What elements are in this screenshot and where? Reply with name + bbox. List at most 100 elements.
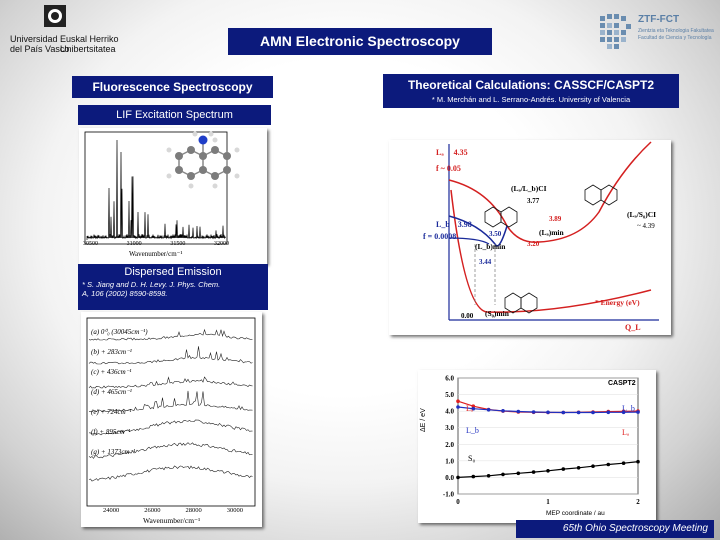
pes-la-energy: 4.35 xyxy=(453,148,468,157)
dispersed-emission-plot xyxy=(86,317,256,507)
pes-s0-min-label: (S₀)min xyxy=(485,309,509,318)
pes-ci2-energy: ~ 4.39 xyxy=(637,222,655,230)
reference-line-2: A, 106 (2002) 8590-8598. xyxy=(82,289,168,298)
fluorescence-heading-text: Fluorescence Spectroscopy xyxy=(92,80,253,94)
pes-curves xyxy=(448,141,659,321)
theory-heading: Theoretical Calculations: CASSCF/CASPT2 … xyxy=(383,74,679,108)
trace-label: (e) + 724cm⁻¹ xyxy=(91,408,132,416)
s0-curve xyxy=(450,189,652,313)
dispersed-emission-figure: (a) 0⁰₀ (30045cm⁻¹) (b) + 283cm⁻¹ (c) + … xyxy=(81,312,262,527)
mep-series-lb-point xyxy=(546,410,550,415)
mep-series-s0-point xyxy=(546,469,550,473)
pes-la-min-energy: 3.20 xyxy=(527,240,540,248)
pes-lb-label: L_b xyxy=(436,220,450,229)
pes-la-min-label: (Lₐ)min xyxy=(539,228,564,237)
mep-series-s0-point xyxy=(516,471,521,476)
trace-label: (a) 0⁰₀ (30045cm⁻¹) xyxy=(91,328,148,336)
theory-authors: * M. Merchán and L. Serrano-Andrés. Univ… xyxy=(431,95,631,104)
mep-y-tick-label: 3.0 xyxy=(445,424,454,432)
mep-series-s0-point xyxy=(456,475,460,480)
lif-tick-label: 32000 xyxy=(213,241,229,247)
mep-x-axis-label: MEP coordinate / au xyxy=(546,510,605,517)
faculty-line-1: Zientzia eta Teknologia Fakultatea xyxy=(638,28,714,34)
pes-f-upper: f ~ 0.05 xyxy=(436,164,461,173)
mep-la-left-label: Lₐ xyxy=(466,404,474,413)
mep-series-lb-point xyxy=(516,409,521,414)
footer-banner: 65th Ohio Spectroscopy Meeting xyxy=(516,520,714,538)
lif-spectrum-plot xyxy=(84,131,240,245)
mep-y-tick-label: 2.0 xyxy=(445,441,454,449)
mep-y-tick-label: 0.0 xyxy=(445,474,454,482)
mep-la-right-label: Lₐ xyxy=(622,428,630,437)
faculty-name: ZTF-FCT xyxy=(638,14,680,25)
mep-series-lb-point xyxy=(576,410,581,415)
lif-heading: LIF Excitation Spectrum xyxy=(78,105,271,125)
emission-trace xyxy=(88,346,253,365)
mep-series-s0-point xyxy=(561,467,566,471)
mep-series-s0-point xyxy=(471,474,476,479)
mep-plot-frame xyxy=(457,377,639,495)
faculty-line-2: Facultad de Ciencia y Tecnología xyxy=(638,35,712,41)
footer-text: 65th Ohio Spectroscopy Meeting xyxy=(562,523,708,534)
mep-series-s0-point xyxy=(591,464,595,468)
emission-trace xyxy=(88,328,253,341)
pes-lb-energy: 3.98 xyxy=(457,220,472,229)
emission-trace xyxy=(88,376,253,389)
mep-series-s0-point xyxy=(606,462,611,467)
mep-series-lb-point xyxy=(531,410,536,414)
mep-y-tick-label: 4.0 xyxy=(445,408,454,416)
emission-trace xyxy=(88,465,253,482)
mep-y-tick-label: 6.0 xyxy=(445,375,454,383)
mep-chart: 6.0 5.0 4.0 3.0 2.0 1.0 0.0 -1.0 0 1 2 ΔE / eV CA… xyxy=(418,370,656,523)
mep-x-tick-label: 1 xyxy=(546,498,550,506)
mep-series-s0-point xyxy=(636,459,640,464)
mep-x-tick-label: 0 xyxy=(456,498,460,506)
university-logo: Universidad del País Vasco Euskal Herrik… xyxy=(8,4,119,62)
logo-line-4: Unibertsitatea xyxy=(60,44,116,54)
logo-line-2: del País Vasco xyxy=(10,44,70,54)
faculty-logo: ZTF-FCT Zientzia eta Teknologia Fakultat… xyxy=(598,10,716,58)
lif-x-axis-label: Wavenumber/cm⁻¹ xyxy=(129,250,183,258)
dispersed-heading: Dispersed Emission * S. Jiang and D. H. … xyxy=(78,264,268,310)
dispersed-heading-text: Dispersed Emission xyxy=(124,266,222,278)
pes-344-value: 3.44 xyxy=(479,258,492,266)
mep-series-lb-point xyxy=(606,410,611,415)
pes-s0-energy: 0.00 xyxy=(461,312,474,320)
pes-axis-label: Q_L xyxy=(625,323,641,332)
trace-label: (d) + 465cm⁻¹ xyxy=(91,388,132,396)
pes-ci2-label: (Lₐ/S₀)CI xyxy=(627,210,657,219)
trace-label: (g) + 1373cm⁻¹ xyxy=(91,448,136,456)
mep-series-s0-point xyxy=(531,470,536,474)
mep-series-lb-point xyxy=(561,410,566,415)
dispersed-x-axis-label: Wavenumber/cm⁻¹ xyxy=(143,516,201,525)
la-curve xyxy=(448,141,652,243)
mep-y-tick-label: 5.0 xyxy=(445,391,454,399)
page-title: AMN Electronic Spectroscopy xyxy=(228,28,492,55)
emission-trace xyxy=(88,442,253,459)
trace-label: (c) + 436cm⁻¹ xyxy=(91,368,132,376)
mep-series-lb-point xyxy=(471,406,476,411)
lif-tick-label: 31500 xyxy=(170,241,186,247)
reference-line-1: * S. Jiang and D. H. Levy. J. Phys. Chem… xyxy=(82,280,221,289)
mep-series-s0-point xyxy=(501,472,505,477)
mep-series-s0-point xyxy=(576,466,581,470)
pes-lb-min-label: (L_b)min xyxy=(475,242,506,251)
mep-series-la-point xyxy=(456,399,460,403)
molecule-structure-icon xyxy=(484,184,618,314)
lif-spectrum-figure: 30500 31000 31500 32000 Wavenumber/cm⁻¹ xyxy=(79,128,267,264)
mep-lb-right-label: L_b xyxy=(622,404,635,413)
mep-series-la-point xyxy=(471,404,476,408)
pes-ci1-label: (Lₐ/L_b)CI xyxy=(511,184,547,193)
mep-series-lb-point xyxy=(501,409,505,413)
logo-line-3: Euskal Herriko xyxy=(60,34,119,44)
pes-lb-min-energy: 3.50 xyxy=(489,230,502,238)
lif-spectrum-trace xyxy=(86,139,226,240)
mep-chart-title: CASPT2 xyxy=(608,380,636,387)
lif-tick-label: 31000 xyxy=(126,241,142,247)
dispersed-tick-label: 26000 xyxy=(144,507,161,514)
mep-chart-svg: 6.0 5.0 4.0 3.0 2.0 1.0 0.0 -1.0 0 1 2 xyxy=(443,375,640,507)
mep-series-lb-point xyxy=(591,410,595,415)
mep-series-lb-point xyxy=(621,410,626,415)
mep-series-lb-point xyxy=(456,405,460,409)
mep-lb-left-label: L_b xyxy=(466,426,479,435)
